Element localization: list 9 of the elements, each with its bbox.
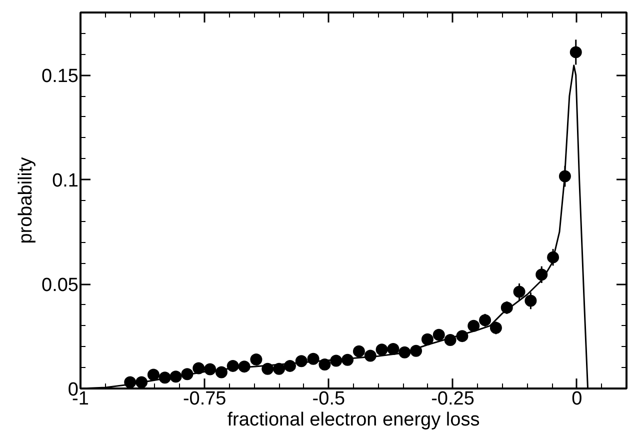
x-tick-label: -0.75 [182,388,226,410]
x-axis-title: fractional electron energy loss [227,410,480,430]
x-tick-label: -0.25 [431,388,474,410]
y-tick-label: 0.05 [42,275,79,296]
x-tick-label: -0.5 [312,388,346,410]
y-tick-label: 0.15 [42,66,79,88]
x-tick-label: 0 [572,388,582,410]
y-tick-label: 0.1 [52,170,79,192]
y-axis-title: probability [16,156,37,244]
